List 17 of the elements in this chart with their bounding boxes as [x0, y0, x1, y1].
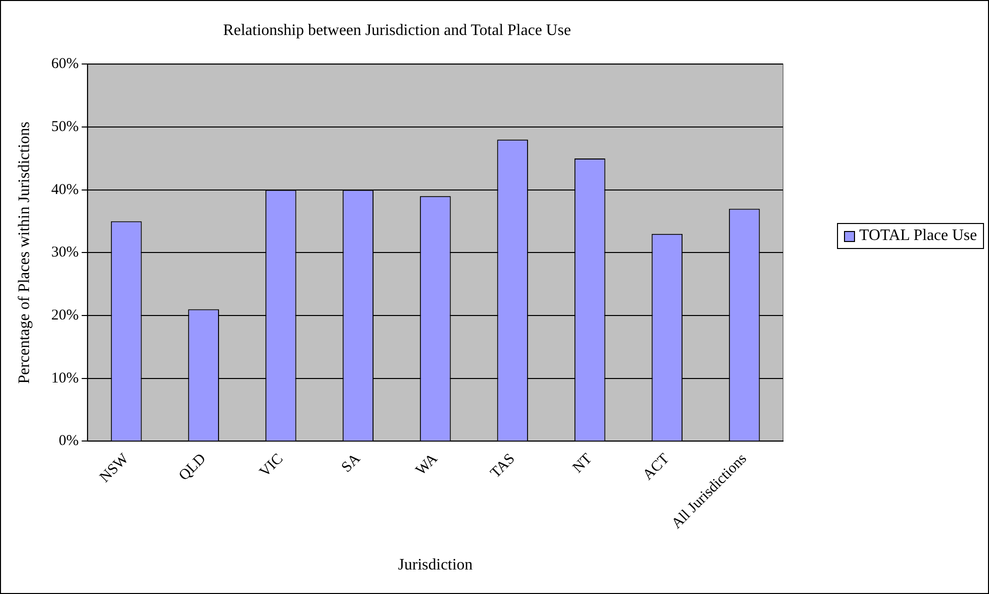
x-tick-label: WA	[413, 450, 442, 479]
y-tick-label: 60%	[51, 56, 79, 72]
x-tick-label: VIC	[256, 450, 286, 480]
y-tick-label: 50%	[51, 118, 79, 135]
y-tick-label: 10%	[51, 370, 79, 386]
x-tick-label: NT	[570, 450, 596, 476]
chart-title: Relationship between Jurisdiction and Total Place Use	[223, 22, 571, 39]
y-tick-label: 30%	[51, 244, 79, 261]
y-tick-label: 40%	[51, 182, 79, 198]
y-axis-title: Percentage of Places within Jurisdictions	[16, 122, 33, 384]
x-tick-label: TAS	[488, 450, 518, 482]
x-axis-title: Jurisdiction	[398, 556, 473, 574]
x-tick-label: QLD	[176, 450, 210, 484]
y-tick-label: 0%	[58, 433, 79, 450]
legend-label: TOTAL Place Use	[859, 227, 977, 245]
y-tick-label: 20%	[51, 308, 79, 324]
x-tick-label: SA	[338, 450, 364, 476]
